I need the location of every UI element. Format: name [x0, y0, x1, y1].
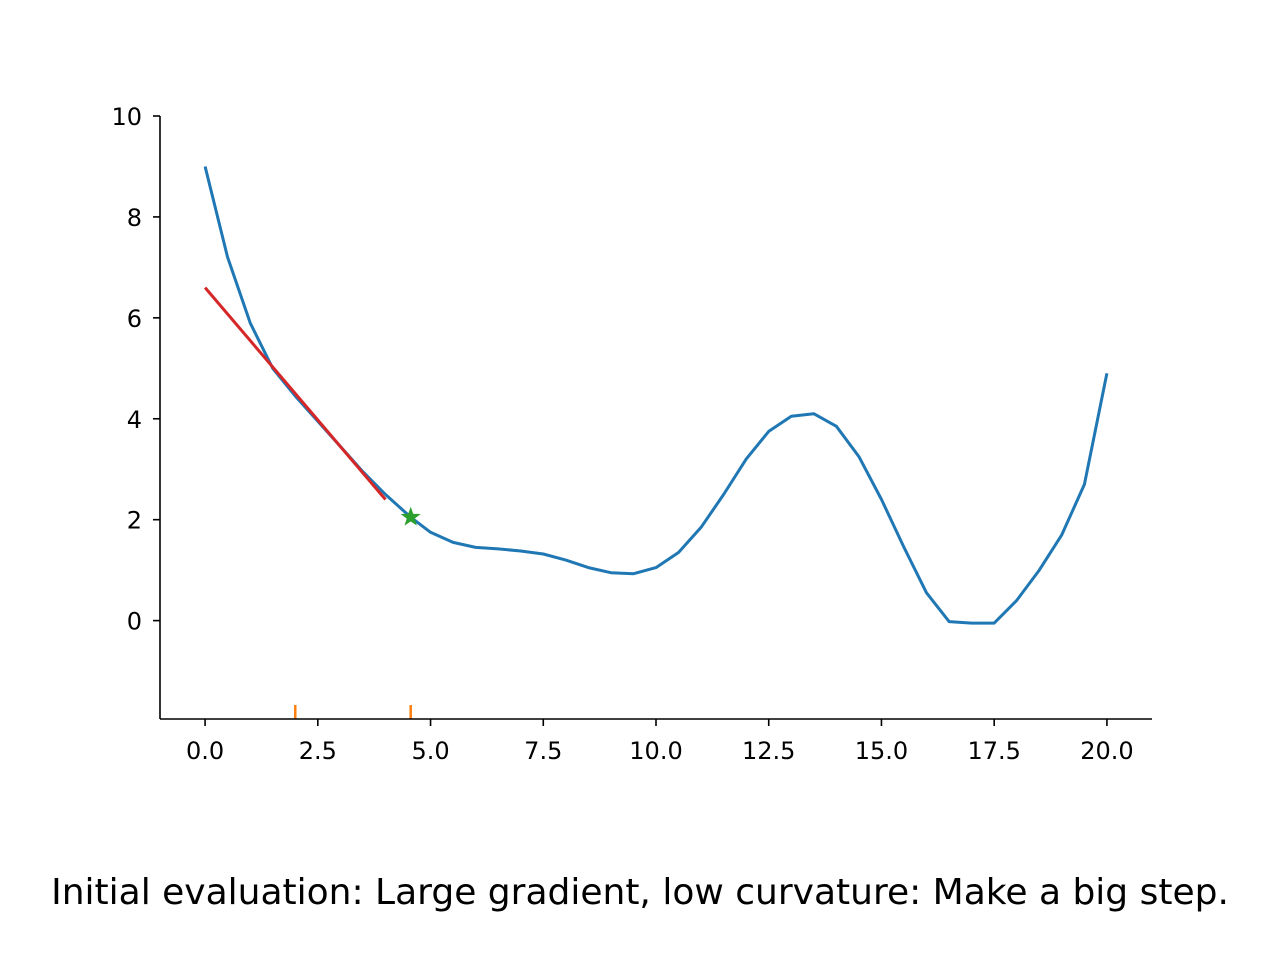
x-tick-label: 2.5 [299, 737, 337, 765]
series-line-2 [203, 286, 387, 501]
axes [159, 116, 1152, 720]
y-axis-ticks: 0 2 4 6 8 10 [111, 103, 160, 636]
x-tick-label: 15.0 [855, 737, 908, 765]
star-marker-1 [400, 506, 421, 526]
chart-caption: Initial evaluation: Large gradient, low … [51, 872, 1229, 913]
y-tick-label: 10 [111, 103, 142, 131]
series-line-1 [203, 166, 1109, 625]
x-axis-ticks: 0.0 2.5 5.0 7.5 10.0 12.5 15.0 17.5 20.0 [186, 719, 1134, 765]
x-tick-label: 0.0 [186, 737, 224, 765]
y-tick-label: 2 [127, 507, 142, 535]
y-tick-label: 8 [127, 204, 142, 232]
x-tick-label: 17.5 [967, 737, 1020, 765]
x-tick-label: 20.0 [1080, 737, 1133, 765]
x-tick-label: 10.0 [629, 737, 682, 765]
x-tick-label: 5.0 [411, 737, 449, 765]
y-tick-label: 4 [127, 406, 142, 434]
x-tick-label: 12.5 [742, 737, 795, 765]
x-tick-label: 7.5 [524, 737, 562, 765]
y-tick-label: 0 [127, 608, 142, 636]
plot-area [203, 166, 1109, 719]
y-tick-label: 6 [127, 305, 142, 333]
